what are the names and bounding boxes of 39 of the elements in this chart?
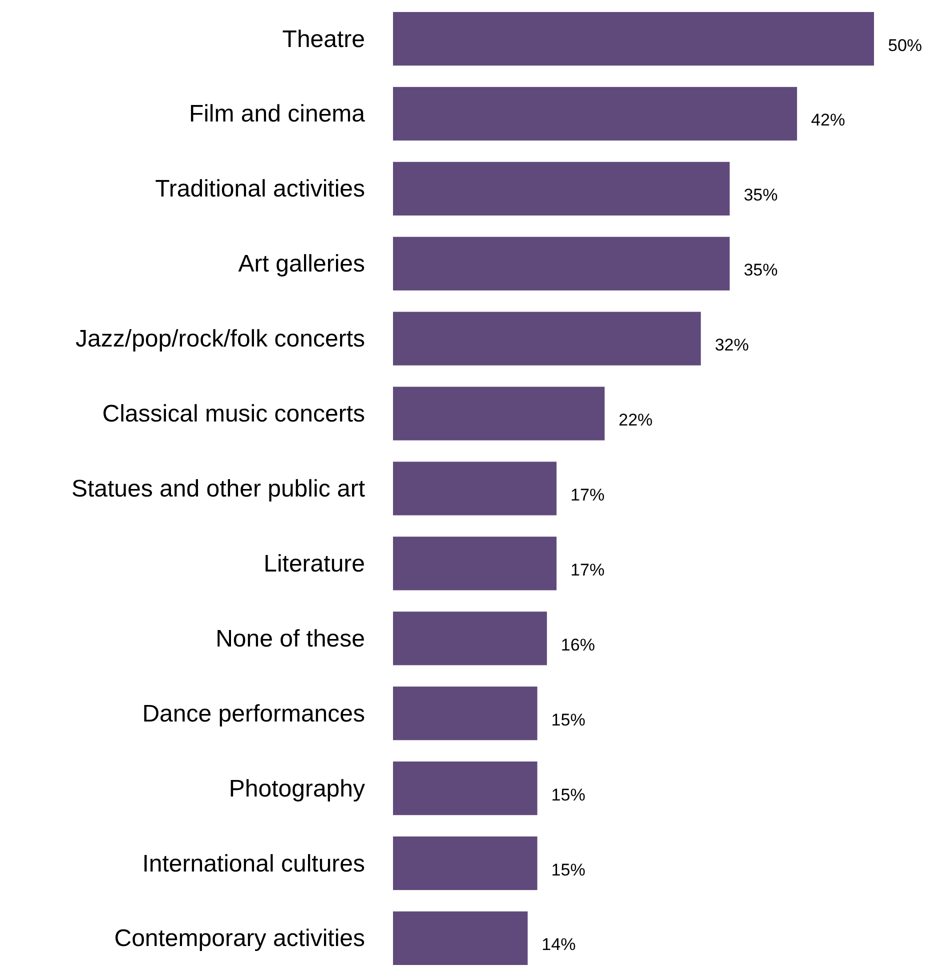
y-tick-label: Theatre (282, 26, 365, 53)
y-tick-label: Contemporary activities (114, 925, 365, 952)
bar (393, 312, 701, 366)
bar (393, 536, 557, 590)
data-label: 42% (811, 110, 846, 130)
data-label: 17% (570, 560, 605, 580)
bar (393, 836, 538, 890)
bar (393, 86, 798, 141)
bar (393, 162, 730, 216)
bar (393, 762, 538, 816)
data-label: 50% (888, 36, 922, 55)
data-label: 15% (551, 785, 586, 804)
data-label: 35% (744, 260, 778, 280)
y-tick-label: Photography (228, 775, 365, 802)
bar (393, 612, 547, 666)
y-tick-label: None of these (216, 625, 365, 652)
data-label: 15% (551, 860, 586, 880)
y-tick-label: Jazz/pop/rock/folk concerts (76, 326, 365, 353)
bar (393, 686, 538, 740)
bar (393, 462, 557, 516)
bar (393, 386, 605, 440)
y-tick-label: Dance performances (142, 700, 365, 728)
data-label: 15% (551, 710, 586, 730)
bar (393, 12, 874, 66)
y-tick-label: Statues and other public art (71, 476, 366, 502)
y-tick-label: Film and cinema (188, 100, 366, 128)
y-tick-label: International cultures (142, 850, 365, 878)
bar (393, 236, 730, 290)
data-label: 32% (714, 336, 749, 355)
data-label: 35% (744, 186, 778, 205)
y-tick-label: Art galleries (238, 250, 365, 278)
data-label: 22% (618, 410, 653, 430)
data-label: 16% (560, 635, 595, 654)
y-tick-label: Traditional activities (155, 176, 365, 203)
data-label: 14% (542, 935, 576, 954)
y-tick-label: Classical music concerts (102, 400, 365, 428)
y-tick-label: Literature (264, 550, 365, 578)
bar (393, 911, 528, 965)
data-label: 17% (570, 486, 605, 504)
